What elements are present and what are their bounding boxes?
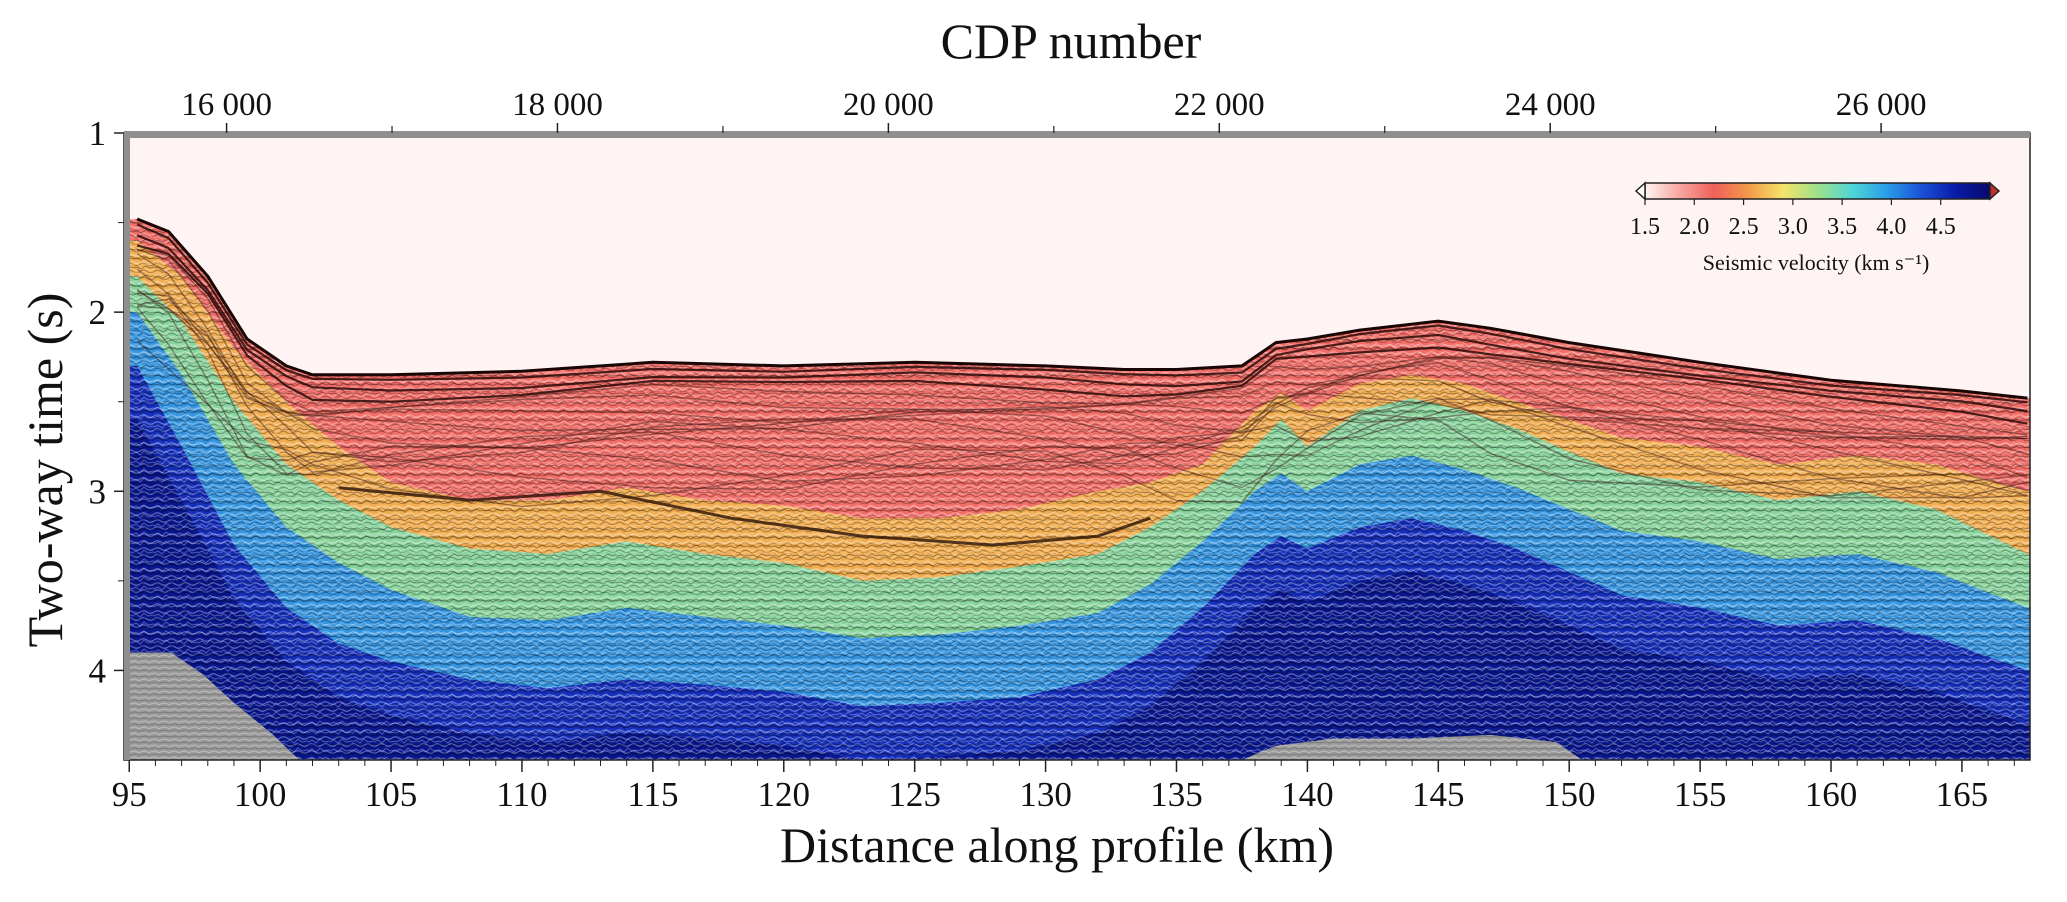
basin-reflector [338,486,1151,547]
seismic-noise-texture [124,219,2030,760]
x-axis-tick-label: 150 [1543,775,1596,814]
reflector-line [136,248,2028,436]
left-frame-bar [124,133,130,760]
top-axis-tick-label: 20 000 [843,87,934,123]
x-axis-tick-label: 160 [1805,775,1858,814]
x-axis-tick-label: 125 [888,775,941,814]
y-axis-tick-label: 4 [89,651,107,690]
colorbar-tick-label: 4.0 [1876,214,1906,240]
x-axis-tick-label: 165 [1936,775,1989,814]
reflector-line [136,340,2028,508]
x-axis-tick-label: 100 [234,775,287,814]
top-axis-title: CDP number [941,13,1202,69]
reflector-line [136,244,2028,425]
reflector-line [137,305,2028,479]
reflector-line [136,298,2028,497]
reflector-line [137,292,2028,500]
colorbar: 1.5 2.0 2.5 3.0 3.5 4.0 4.5 Seismic velocity (… [1630,181,2001,279]
top-axis-tick-label: 16 000 [181,87,272,123]
top-frame-bar [124,131,2030,138]
left-axis: 1 2 3 4 [89,114,124,690]
reflector-line [136,288,2028,499]
x-axis-tick-label: 135 [1150,775,1203,814]
reflector-line [136,306,2028,497]
x-axis-tick-label: 105 [365,775,418,814]
top-axis-tick-label: 18 000 [512,87,603,123]
x-axis-tick-label: 95 [112,775,147,814]
colorbar-max-arrow [1989,181,2001,201]
reflector-line [136,248,2028,439]
x-axis-tick-label: 115 [627,775,678,814]
bottom-axis: 95 100 105 110 115 120 125 130 135 140 145 150 155 16… [112,760,2015,814]
x-axis-tick-label: 110 [496,775,547,814]
overlay-layers [124,217,2030,760]
basement-right [1241,734,1583,760]
reflector-line [136,223,2028,404]
colorbar-ramp [1644,182,1991,200]
seismic-section [124,133,2030,760]
colorbar-min-arrow [1634,181,1646,201]
colorbar-tick-label: 4.5 [1926,214,1956,240]
colorbar-tick-label: 3.0 [1778,214,1808,240]
reflector-line [136,290,2028,455]
x-axis-tick-label: 140 [1281,775,1334,814]
y-axis-tick-label: 2 [89,293,107,332]
colorbar-label-bg [1660,245,1956,279]
y-axis-title: Two-way time (s) [17,293,73,648]
basement-left [124,652,300,760]
y-axis-tick-label: 1 [89,114,107,153]
x-axis-tick-label: 130 [1019,775,1072,814]
top-axis-tick-label: 22 000 [1174,87,1265,123]
top-axis: 16 000 18 000 20 000 22 000 24 000 26 000 [181,87,1926,133]
top-axis-tick-label: 26 000 [1836,87,1927,123]
colorbar-label: Seismic velocity (km s⁻¹) [1703,250,1930,275]
colorbar-tick-label: 1.5 [1630,214,1660,240]
x-axis-title: Distance along profile (km) [780,817,1334,873]
seafloor-reflector [136,217,2028,400]
x-axis-tick-label: 155 [1674,775,1727,814]
reflector-line [136,234,2028,413]
colorbar-ticks: 1.5 2.0 2.5 3.0 3.5 4.0 4.5 [1630,199,1956,240]
x-axis-tick-label: 145 [1412,775,1465,814]
top-axis-tick-label: 24 000 [1505,87,1596,123]
reflector-line [136,253,2028,441]
y-axis-tick-label: 3 [89,472,107,511]
colorbar-tick-label: 3.5 [1827,214,1857,240]
colorbar-tick-label: 2.5 [1729,214,1759,240]
x-axis-tick-label: 120 [758,775,811,814]
colorbar-tick-label: 2.0 [1679,214,1709,240]
reflector-line [136,268,2028,440]
